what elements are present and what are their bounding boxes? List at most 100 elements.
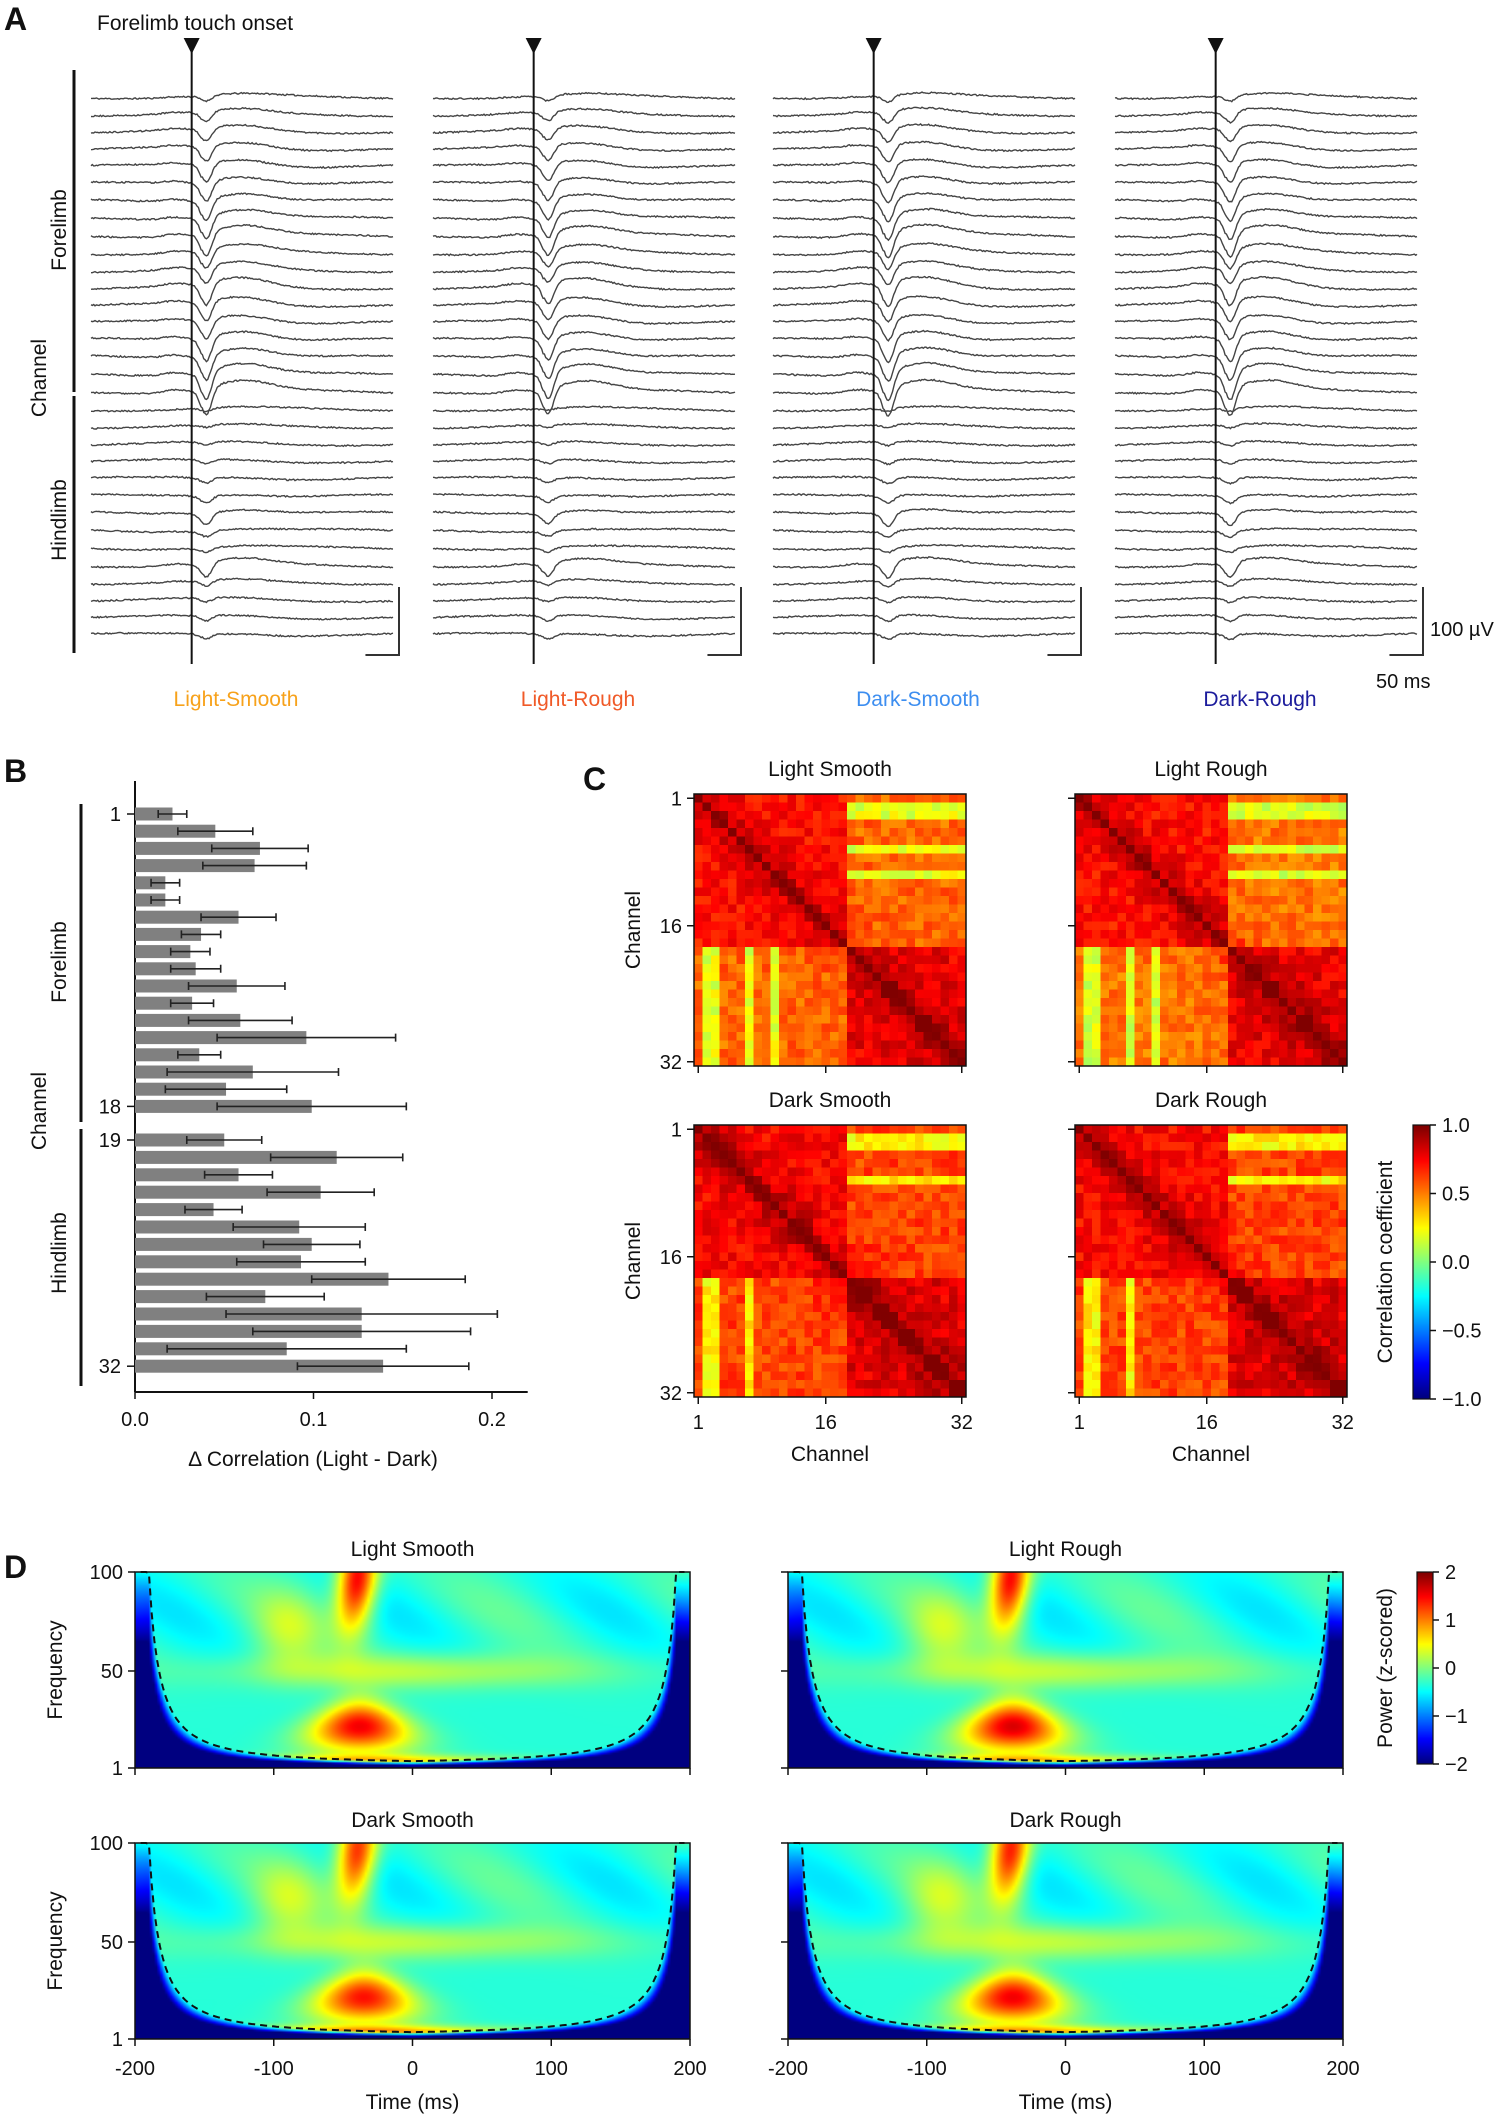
x-tick-label: 1	[693, 1412, 704, 1434]
trace-channel-10	[1114, 242, 1418, 270]
colorbar-tick-label: 1	[1445, 1610, 1456, 1632]
y-tick-label: 100	[90, 1833, 123, 1855]
error-bar-channel-28	[205, 1292, 326, 1301]
bar-channel-23	[135, 1203, 214, 1217]
cone-of-influence	[140, 1571, 685, 1763]
error-bar-channel-12	[169, 999, 215, 1008]
trace-channel-4	[432, 141, 736, 162]
matrix-frame	[1074, 1124, 1348, 1398]
trace-channel-22	[1114, 457, 1418, 465]
bar-channel-19	[135, 1133, 225, 1147]
colorbar-tick-label: 0.0	[1442, 1252, 1470, 1274]
x-tick-label: 32	[1332, 1412, 1354, 1434]
trace-channel-10	[772, 242, 1076, 271]
trace-channel-10	[432, 243, 736, 268]
trace-channel-20	[1114, 422, 1418, 431]
condition-label: Dark-Rough	[1203, 688, 1316, 711]
trace-channel-12	[432, 276, 736, 305]
colorbar-label: Correlation coefficient	[1374, 1160, 1397, 1363]
error-bar-channel-18	[216, 1102, 408, 1111]
error-bar-channel-2	[177, 827, 254, 836]
trace-channel-5	[432, 159, 736, 182]
trace-channel-4	[772, 140, 1076, 163]
bar-channel-6	[135, 893, 166, 907]
cone-of-influence	[140, 1842, 685, 2034]
error-bar-channel-32	[296, 1362, 470, 1371]
trace-channel-28	[1114, 556, 1418, 578]
colorbar-tick-label: −1	[1445, 1706, 1468, 1728]
panel-label-c: C	[583, 761, 606, 797]
condition-label: Dark-Smooth	[856, 688, 980, 711]
trace-channel-1	[91, 91, 394, 103]
x-tick-label: 32	[951, 1412, 973, 1434]
trace-channel-29	[432, 577, 736, 587]
spectrogram-title: Light Rough	[1009, 1538, 1122, 1561]
error-bar-channel-25	[262, 1240, 361, 1249]
power-colorbar	[1417, 1572, 1433, 1764]
correlation-colorbar-frame	[1412, 1124, 1431, 1400]
trace-channel-5	[772, 157, 1076, 184]
spectrogram-frame	[787, 1842, 1344, 2040]
x-tick-label: 16	[1196, 1412, 1218, 1434]
trace-channel-9	[432, 224, 736, 257]
correlation-matrix-1	[1075, 794, 1347, 1066]
panel-label-b: B	[4, 753, 27, 789]
trace-channel-1	[772, 91, 1076, 104]
matrix-title: Dark Rough	[1155, 1089, 1267, 1112]
trace-channel-13	[1114, 295, 1418, 323]
trace-channel-19	[1114, 404, 1418, 413]
error-bar-channel-6	[150, 896, 181, 904]
cone-of-influence	[793, 1842, 1338, 2034]
trace-channel-27	[432, 543, 736, 554]
trace-channel-16	[1114, 346, 1418, 381]
trace-channel-6	[90, 176, 394, 202]
y-tick-label: 1	[671, 788, 682, 810]
trace-channel-25	[1114, 508, 1418, 527]
bar-channel-32	[135, 1359, 384, 1373]
trace-panel-dark-smooth	[772, 38, 1082, 664]
trace-channel-31	[90, 613, 394, 623]
y-tick-label: 19	[99, 1130, 121, 1152]
x-tick-label: 0.1	[300, 1409, 328, 1431]
x-tick-label: 100	[1188, 2058, 1221, 2080]
spectrogram-2	[135, 1843, 690, 2039]
trace-channel-12	[772, 275, 1076, 308]
bar-channel-10	[135, 962, 196, 976]
trace-channel-26	[772, 527, 1076, 538]
x-tick-label: 16	[815, 1412, 837, 1434]
bar-channel-2	[135, 824, 216, 838]
trace-channel-2	[432, 107, 736, 122]
bar-channel-12	[135, 996, 193, 1010]
trace-channel-29	[772, 577, 1076, 588]
trace-channel-28	[432, 557, 736, 578]
trace-channel-9	[772, 223, 1076, 259]
error-bar-channel-19	[185, 1136, 263, 1144]
scale-bar	[365, 587, 400, 656]
trace-channel-18	[772, 378, 1076, 417]
trace-channel-27	[1114, 543, 1418, 554]
trace-channel-14	[1114, 313, 1418, 341]
trace-channel-28	[772, 556, 1076, 580]
bar-channel-22	[135, 1185, 321, 1199]
error-bar-channel-15	[177, 1050, 222, 1059]
power-colorbar-frame	[1416, 1571, 1434, 1765]
colorbar-tick-label: −0.5	[1442, 1321, 1481, 1343]
trace-channel-25	[90, 508, 394, 526]
y-tick-label: 16	[660, 1247, 682, 1269]
spectrogram-title: Dark Smooth	[351, 1809, 474, 1832]
trace-channel-23	[1114, 475, 1418, 485]
x-axis-label: Channel	[791, 1443, 869, 1466]
spectrogram-frame	[134, 1842, 691, 2040]
error-bar-channel-5	[150, 878, 181, 887]
trace-channel-32	[1114, 631, 1418, 641]
y-tick-label: 100	[90, 1562, 123, 1584]
trace-channel-7	[772, 192, 1075, 223]
x-tick-label: 0	[407, 2058, 418, 2080]
trace-channel-24	[1114, 492, 1418, 505]
trace-channel-18	[1114, 378, 1418, 416]
trace-channel-32	[90, 631, 394, 640]
error-bar-channel-8	[180, 930, 222, 939]
trace-channel-17	[1114, 362, 1418, 400]
bar-channel-4	[135, 859, 255, 873]
